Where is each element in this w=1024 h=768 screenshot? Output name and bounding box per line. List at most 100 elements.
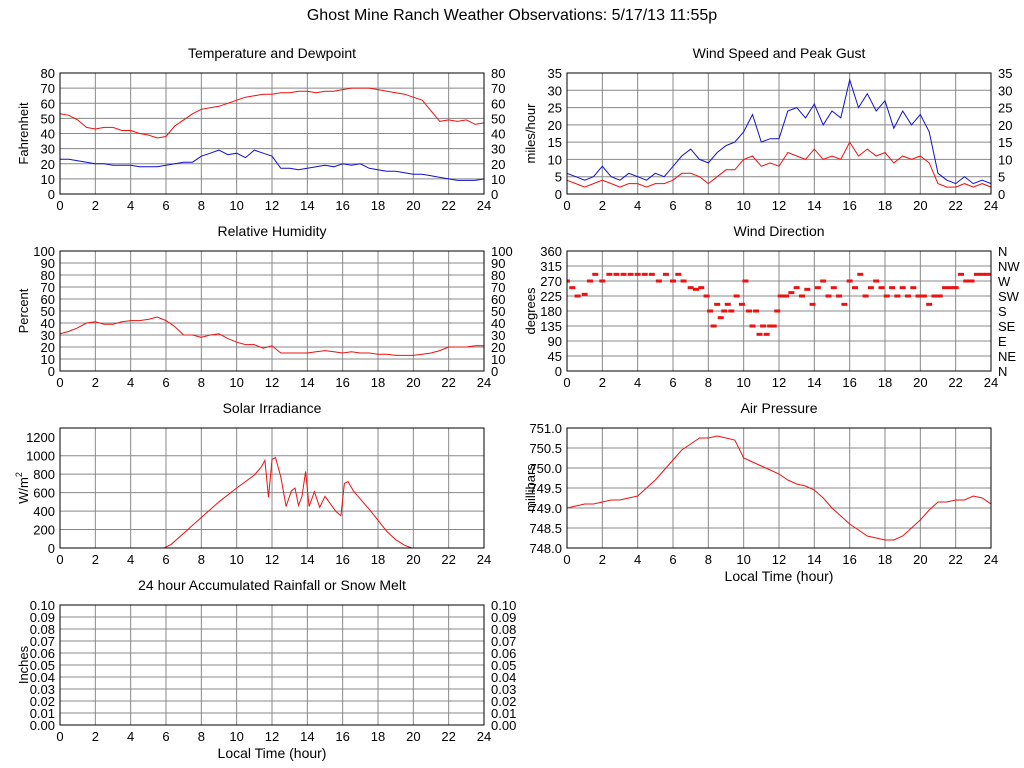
data-point (574, 294, 581, 298)
y-tick-label-right: 50 (491, 304, 505, 319)
y-tick-label-right: 20 (491, 157, 505, 172)
y-tick-label: 35 (548, 66, 562, 81)
y-tick-label: 100 (33, 244, 55, 259)
y-tick-label: 10 (41, 352, 55, 367)
x-tick-label: 14 (807, 552, 821, 567)
data-point (749, 324, 756, 328)
y-axis-label: W/m2 (14, 472, 31, 504)
x-tick-label: 20 (913, 198, 927, 213)
x-tick-label: 24 (477, 375, 491, 390)
y-tick-label-right: 10 (998, 152, 1012, 167)
x-tick-label: 0 (56, 729, 63, 744)
x-tick-label: 0 (56, 552, 63, 567)
x-tick-label: 4 (127, 375, 134, 390)
y-tick-label-right: 40 (491, 316, 505, 331)
series-line-red (60, 316, 484, 356)
data-point (774, 309, 781, 313)
y-tick-label-right: 70 (491, 280, 505, 295)
x-tick-label: 16 (335, 552, 349, 567)
data-point (904, 294, 911, 298)
y-tick-label-right: 0.06 (491, 646, 516, 661)
data-point (926, 302, 933, 306)
y-tick-label-right: 35 (998, 66, 1012, 81)
data-point (634, 272, 641, 276)
y-tick-label: 0.03 (30, 682, 55, 697)
y-tick-label: 25 (548, 101, 562, 116)
y-tick-label-right: 5 (998, 170, 1005, 185)
data-point (641, 272, 648, 276)
data-point (936, 294, 943, 298)
y-tick-label-right: 20 (998, 118, 1012, 133)
data-point (606, 272, 613, 276)
data-point (846, 279, 853, 283)
data-point (979, 272, 986, 276)
y-tick-label: 0.05 (30, 658, 55, 673)
y-tick-label-right: 0.05 (491, 658, 516, 673)
y-tick-label: 750.5 (529, 441, 562, 456)
y-tick-label: 0.07 (30, 634, 55, 649)
data-point (586, 279, 593, 283)
y-tick-label-right: 0 (491, 187, 498, 202)
chart-title: Temperature and Dewpoint (188, 45, 356, 61)
y-tick-label: 751.0 (529, 421, 562, 436)
x-tick-label: 10 (229, 552, 243, 567)
chart-title: Air Pressure (740, 400, 817, 416)
data-point (675, 272, 682, 276)
y-tick-label: 90 (41, 256, 55, 271)
y-tick-label: 225 (540, 289, 562, 304)
data-point (717, 316, 724, 320)
x-tick-label: 14 (300, 375, 314, 390)
y-tick-label: 0 (555, 364, 562, 379)
x-tick-label: 12 (772, 198, 786, 213)
y-tick-label-right: 20 (491, 340, 505, 355)
data-point (760, 324, 767, 328)
y-tick-label: 135 (540, 319, 562, 334)
compass-label: NE (998, 349, 1016, 364)
x-tick-label: 2 (92, 552, 99, 567)
data-point (973, 272, 980, 276)
x-tick-label: 24 (984, 375, 998, 390)
data-point (714, 302, 721, 306)
data-point (753, 309, 760, 313)
y-tick-label: 0 (555, 187, 562, 202)
x-tick-label: 20 (913, 375, 927, 390)
data-point (883, 294, 890, 298)
y-tick-label-right: 0 (998, 187, 1005, 202)
y-tick-label: 50 (41, 111, 55, 126)
y-tick-label: 40 (41, 127, 55, 142)
data-point (721, 309, 728, 313)
x-axis-label: Local Time (hour) (218, 745, 327, 761)
data-point (889, 286, 896, 290)
y-axis-label-superscript: 2 (14, 472, 24, 477)
y-axis-label: miles/hour (523, 103, 538, 164)
y-tick-label: 270 (540, 274, 562, 289)
y-tick-label: 20 (548, 118, 562, 133)
y-tick-label: 20 (41, 340, 55, 355)
y-tick-label-right: 30 (491, 142, 505, 157)
data-point (915, 294, 922, 298)
y-tick-label: 20 (41, 157, 55, 172)
x-tick-label: 6 (162, 729, 169, 744)
data-point (942, 286, 949, 290)
data-point (662, 272, 669, 276)
x-tick-label: 20 (913, 552, 927, 567)
y-tick-label-right: 60 (491, 96, 505, 111)
x-tick-label: 18 (371, 729, 385, 744)
data-point (569, 286, 576, 290)
y-tick-label: 200 (33, 523, 55, 538)
data-point (763, 332, 770, 336)
data-point (724, 302, 731, 306)
x-tick-label: 16 (842, 198, 856, 213)
y-tick-label: 60 (41, 292, 55, 307)
y-tick-label: 0.02 (30, 694, 55, 709)
x-tick-label: 20 (406, 198, 420, 213)
y-tick-label-right: 70 (491, 81, 505, 96)
plot-frame (566, 427, 992, 549)
x-tick-label: 6 (669, 198, 676, 213)
data-point (733, 294, 740, 298)
x-tick-label: 22 (441, 198, 455, 213)
y-tick-label-right: 0.02 (491, 694, 516, 709)
